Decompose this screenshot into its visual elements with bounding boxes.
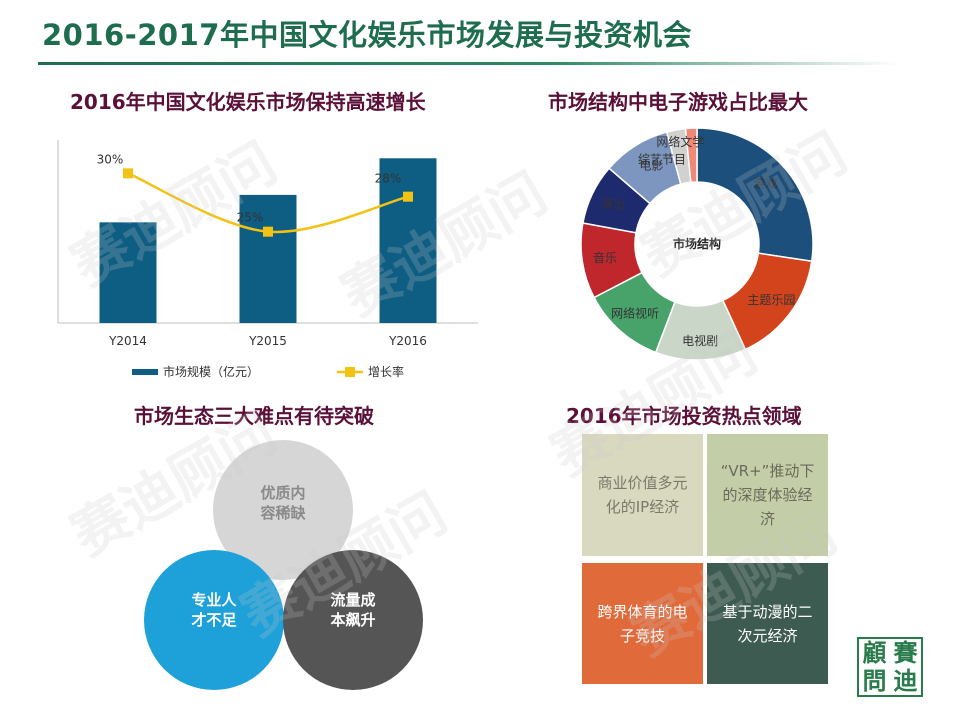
hotspot-tile-acg: 基于动漫的二次元经济 (707, 563, 828, 684)
data-label: 28% (375, 172, 402, 186)
x-tick-label: Y2015 (248, 334, 287, 348)
data-label: 25% (237, 211, 264, 225)
structure-section-title: 市场结构中电子游戏占比最大 (548, 90, 808, 114)
x-tick-label: Y2016 (388, 334, 427, 348)
slice-label: 音乐 (593, 250, 617, 265)
page-title: 2016-2017年中国文化娱乐市场发展与投资机会 (42, 18, 692, 52)
hotspot-tile-vr: “VR+”推动下的深度体验经济 (707, 434, 828, 556)
slice-label: 主题乐园 (747, 293, 795, 307)
slice-label: 演出 (601, 196, 625, 211)
growth-combo-chart: Y2014 Y2015 Y2016 30% 25% 28% 市场规模（亿元） 增长率 (57, 140, 478, 379)
venn-label-content: 优质内 容稀缺 (260, 484, 306, 522)
slice-label: 综艺节目 (638, 153, 686, 167)
slice-label: 游戏 (753, 176, 777, 190)
bar (239, 194, 297, 323)
donut-center-label: 市场结构 (673, 236, 721, 251)
logo-char: 賽 (893, 638, 918, 667)
venn-label-traffic: 流量成 本飙升 (330, 591, 376, 629)
line-point (263, 226, 273, 237)
donut-slice (696, 127, 814, 263)
logo-char: 迪 (893, 666, 918, 695)
growth-section-title: 2016年中国文化娱乐市场保持高速增长 (70, 90, 426, 114)
legend-label-bar: 市场规模（亿元） (163, 364, 259, 379)
venn-circle-talent (144, 550, 284, 690)
logo-char: 顧 (862, 638, 887, 667)
hotspot-tile-esports: 跨界体育的电子竞技 (582, 563, 703, 684)
legend-marker (345, 367, 355, 377)
venn-label-talent: 专业人 才不足 (191, 591, 237, 629)
data-label: 30% (97, 152, 124, 166)
venn-circle-traffic (283, 550, 423, 690)
title-divider (38, 62, 898, 65)
slice-label: 网络视听 (611, 305, 659, 320)
legend-swatch-bar (132, 369, 158, 375)
bar (99, 222, 157, 323)
line-point (123, 168, 133, 179)
hotspots-section-title: 2016年市场投资热点领域 (566, 404, 802, 428)
x-tick-label: Y2014 (108, 334, 147, 348)
slice-label: 电影 (639, 158, 663, 172)
bar (379, 158, 437, 323)
donut-slice (684, 127, 698, 184)
hotspot-tile-ip: 商业价值多元化的IP经济 (582, 434, 703, 556)
logo-char: 問 (862, 666, 887, 695)
slice-label: 网络文学 (656, 134, 704, 149)
line-point (403, 191, 413, 202)
legend-label-line: 增长率 (368, 364, 404, 379)
slice-label: 电视剧 (682, 333, 718, 348)
company-logo: 顧 賽 問 迪 (857, 637, 923, 697)
pain-section-title: 市场生态三大难点有待突破 (134, 404, 374, 428)
